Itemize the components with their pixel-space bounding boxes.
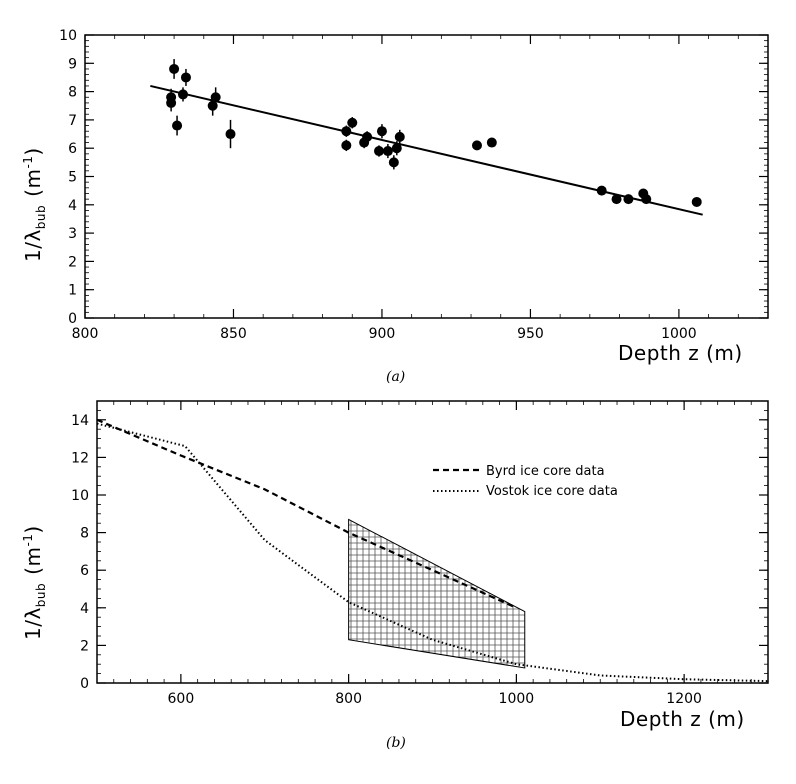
panel-b: 600 800 1000 1200 0 2 4 6 8 10 12 14 Byrd ice core … [21, 400, 769, 751]
panel-a-ytick-label: 4 [68, 198, 77, 214]
panel-b-ytick-label: 4 [80, 601, 89, 617]
data-point [373, 146, 384, 157]
panel-b-shaded-region [348, 518, 526, 669]
panel-a-series [150, 59, 703, 216]
panel-a-ytick-label: 8 [68, 85, 77, 101]
data-point [471, 140, 482, 151]
panel-a-tick-labels: 800 850 900 950 1000 0 1 2 3 4 5 6 7 8 9 10 [59, 28, 697, 342]
panel-a-xtick-label: 1000 [661, 326, 697, 342]
panel-a-ylabel-sub: bub [34, 205, 48, 229]
data-point [391, 143, 402, 154]
panel-b-ylabel-unit: (m [21, 547, 45, 575]
panel-b-ticks [96, 400, 769, 684]
panel-a-ytick-label: 9 [68, 56, 77, 72]
panel-a-ytick-label: 0 [68, 311, 77, 327]
data-point [641, 194, 652, 205]
panel-b-ylabel-main: 1/λ [21, 607, 45, 640]
data-point [177, 89, 188, 100]
data-point [210, 92, 221, 103]
panel-b-ytick-label: 10 [71, 488, 89, 504]
panel-b-xtick-label: 600 [168, 691, 195, 707]
data-point [611, 194, 622, 205]
panel-a-ylabel-close: ) [21, 147, 45, 155]
panel-a-ytick-label: 7 [68, 113, 77, 129]
data-point [388, 157, 399, 168]
panel-b-series [96, 418, 769, 683]
data-point [341, 140, 352, 151]
panel-a-ylabel-main: 1/λ [21, 229, 45, 262]
panel-a-xtick-label: 900 [369, 326, 396, 342]
panel-a-xtick-label: 800 [72, 326, 99, 342]
panel-b-ytick-label: 8 [80, 526, 89, 542]
legend-byrd-label: Byrd ice core data [486, 464, 605, 479]
data-point [172, 120, 183, 131]
panel-a-xlabel: Depth z (m) [618, 341, 743, 365]
panel-a-ytick-label: 2 [68, 254, 77, 270]
panel-a-xtick-label: 950 [517, 326, 544, 342]
data-point [362, 131, 373, 142]
data-point [394, 131, 405, 142]
legend-vostok-label: Vostok ice core data [486, 484, 618, 499]
panel-b-ylabel: 1/λbub (m-1) [21, 525, 48, 640]
data-point [347, 117, 358, 128]
data-point [225, 129, 236, 140]
panel-b-ytick-label: 14 [71, 413, 89, 429]
panel-a-ytick-label: 5 [68, 170, 77, 186]
panel-a-ytick-label: 6 [68, 141, 77, 157]
panel-b-ylabel-exp: -1 [21, 534, 35, 547]
data-point [180, 72, 191, 83]
panel-a-ylabel-unit: (m [21, 169, 45, 197]
fit-line [150, 84, 703, 216]
panel-b-ylabel-close: ) [21, 525, 45, 533]
panel-b-ytick-label: 2 [80, 638, 89, 654]
data-point [623, 194, 634, 205]
data-point [382, 146, 393, 157]
panel-a-ylabel-exp: -1 [21, 156, 35, 169]
panel-a-xtick-label: 850 [220, 326, 247, 342]
panel-a: 800 850 900 950 1000 0 1 2 3 4 5 6 7 8 9 10 Depth z (m)… [21, 28, 769, 385]
byrd-series-line [96, 418, 517, 609]
data-point [341, 126, 352, 137]
panel-a-ytick-label: 3 [68, 226, 77, 242]
data-point [486, 137, 497, 148]
panel-b-caption: (b) [386, 735, 406, 751]
panel-a-ytick-label: 1 [68, 283, 77, 299]
panel-b-xtick-label: 1000 [499, 691, 535, 707]
panel-a-ylabel: 1/λbub (m-1) [21, 147, 48, 262]
panel-b-xtick-label: 800 [335, 691, 362, 707]
panel-b-ylabel-sub: bub [34, 583, 48, 607]
panel-b-legend: Byrd ice core data Vostok ice core data [433, 464, 618, 499]
data-point [166, 92, 177, 103]
panel-b-tick-labels: 600 800 1000 1200 0 2 4 6 8 10 12 14 [71, 413, 702, 707]
panel-b-xtick-label: 1200 [666, 691, 702, 707]
panel-b-ytick-label: 6 [80, 563, 89, 579]
shaded-region [348, 518, 526, 669]
data-point [596, 185, 607, 196]
panel-a-ytick-label: 10 [59, 28, 77, 44]
panel-a-ticks [84, 34, 769, 319]
data-point [169, 63, 180, 74]
panel-b-ytick-label: 12 [71, 450, 89, 466]
panel-a-caption: (a) [386, 369, 405, 385]
data-point [691, 196, 702, 207]
panel-b-xlabel: Depth z (m) [620, 707, 745, 731]
panel-b-ytick-label: 0 [80, 676, 89, 692]
data-point [376, 126, 387, 137]
